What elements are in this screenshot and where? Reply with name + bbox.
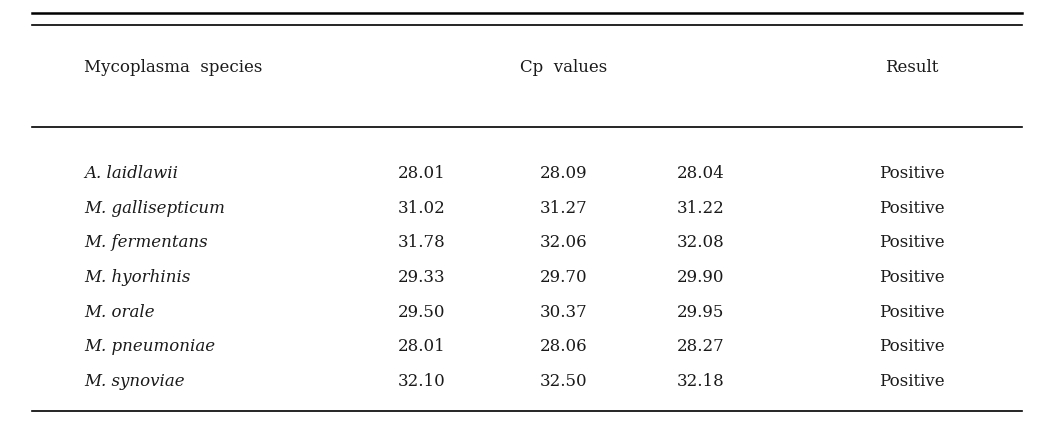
Text: Positive: Positive [879,165,944,182]
Text: 29.90: 29.90 [677,269,725,286]
Text: 28.06: 28.06 [540,338,588,355]
Text: Positive: Positive [879,304,944,321]
Text: 29.70: 29.70 [540,269,588,286]
Text: Positive: Positive [879,200,944,217]
Text: 28.01: 28.01 [397,165,446,182]
Text: 32.18: 32.18 [677,373,725,390]
Text: 29.50: 29.50 [397,304,446,321]
Text: 28.01: 28.01 [397,338,446,355]
Text: 32.08: 32.08 [677,234,725,251]
Text: M. fermentans: M. fermentans [84,234,208,251]
Text: 32.50: 32.50 [540,373,588,390]
Text: 32.06: 32.06 [540,234,588,251]
Text: M. orale: M. orale [84,304,155,321]
Text: 29.95: 29.95 [678,304,724,321]
Text: 31.02: 31.02 [397,200,446,217]
Text: A. laidlawii: A. laidlawii [84,165,178,182]
Text: 30.37: 30.37 [540,304,588,321]
Text: Positive: Positive [879,338,944,355]
Text: M. pneumoniae: M. pneumoniae [84,338,215,355]
Text: M. synoviae: M. synoviae [84,373,184,390]
Text: Mycoplasma  species: Mycoplasma species [84,59,262,76]
Text: M. gallisepticum: M. gallisepticum [84,200,226,217]
Text: 29.33: 29.33 [397,269,446,286]
Text: Positive: Positive [879,373,944,390]
Text: M. hyorhinis: M. hyorhinis [84,269,191,286]
Text: Result: Result [885,59,938,76]
Text: 31.27: 31.27 [540,200,588,217]
Text: Positive: Positive [879,234,944,251]
Text: 32.10: 32.10 [397,373,446,390]
Text: 28.04: 28.04 [677,165,725,182]
Text: 28.09: 28.09 [540,165,588,182]
Text: 28.27: 28.27 [677,338,725,355]
Text: 31.22: 31.22 [677,200,725,217]
Text: Cp  values: Cp values [521,59,607,76]
Text: Positive: Positive [879,269,944,286]
Text: 31.78: 31.78 [397,234,446,251]
